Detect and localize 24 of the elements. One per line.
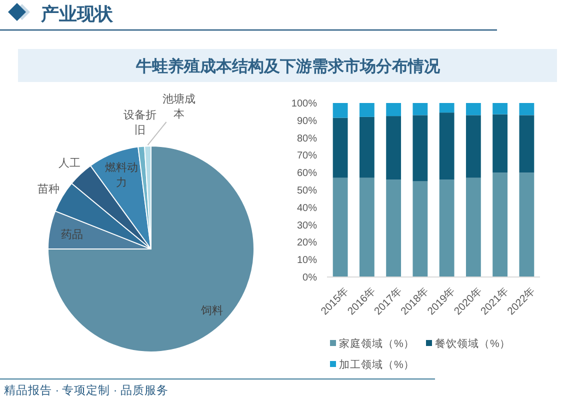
y-tick-label: 10%	[296, 255, 318, 266]
y-tick-label: 90%	[296, 116, 318, 127]
legend-label: 加工领域（%）	[339, 358, 414, 371]
legend-label: 餐饮领域（%）	[435, 337, 510, 350]
y-tick-label: 20%	[296, 238, 318, 249]
y-tick-label: 30%	[296, 220, 318, 232]
y-tick-label: 0%	[302, 272, 318, 284]
legend-label: 家庭领域（%）	[339, 337, 414, 350]
slice-label: 苗种	[38, 182, 60, 196]
slice-label: 药品	[61, 228, 84, 241]
y-tick-label: 40%	[296, 202, 318, 214]
y-tick-label: 60%	[296, 168, 318, 180]
text: 牛蛙养殖成本结构及下游需求市场分布情况	[135, 56, 441, 76]
y-tick-label: 80%	[296, 133, 318, 144]
slice-label: 池塘成本	[162, 92, 196, 120]
text: 产业现状	[40, 4, 114, 24]
slice-label: 人工	[58, 157, 81, 170]
text: 精品报告 · 专项定制 · 品质服务	[4, 383, 168, 397]
slice-label: 设备折旧	[123, 110, 156, 136]
y-tick-label: 50%	[296, 186, 318, 196]
y-tick-label: 70%	[296, 150, 318, 162]
slice-label: 燃料动力	[104, 160, 138, 189]
slice-label: 饲料	[200, 304, 224, 318]
y-tick-label: 100%	[291, 98, 318, 110]
